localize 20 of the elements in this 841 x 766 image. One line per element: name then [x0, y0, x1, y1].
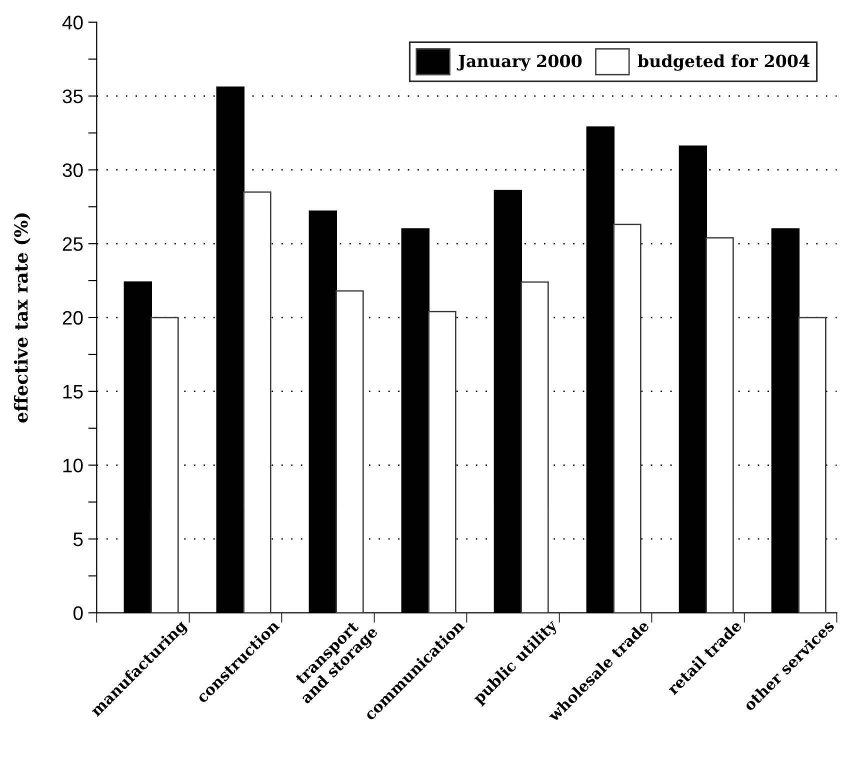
y-tick-label: 40 — [62, 16, 83, 30]
y-tick-label: 30 — [62, 163, 83, 178]
bar — [150, 316, 179, 613]
y-axis-title: effective tax rate (%) — [14, 213, 30, 423]
bar — [428, 310, 456, 613]
bar — [706, 237, 734, 613]
y-tick-label: 5 — [73, 532, 83, 546]
bar — [243, 191, 272, 613]
y-tick-label: 0 — [73, 606, 83, 620]
y-tick-label: 35 — [62, 90, 83, 104]
y-tick-label: 20 — [62, 310, 83, 325]
legend-label: budgeted for 2004 — [638, 54, 810, 71]
bar — [613, 224, 642, 613]
legend-label: January 2000 — [456, 54, 582, 71]
y-tick-label: 25 — [62, 237, 83, 251]
bar — [798, 316, 826, 613]
bar — [336, 290, 364, 613]
y-tick-label: 15 — [63, 385, 83, 399]
bar — [520, 281, 549, 613]
y-tick-label: 10 — [63, 458, 83, 472]
